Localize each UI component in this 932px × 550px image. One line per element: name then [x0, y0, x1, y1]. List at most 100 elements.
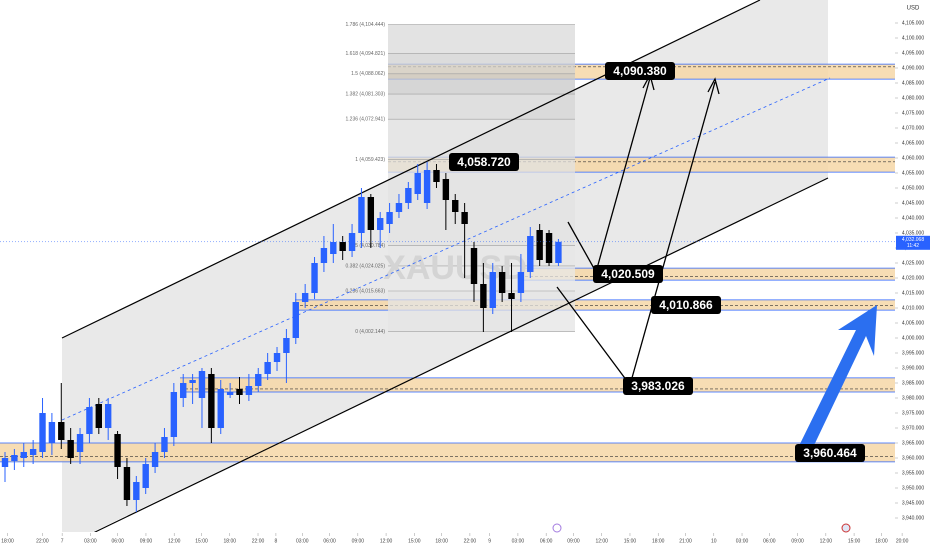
fib-band — [388, 94, 575, 120]
x-tick-label: 06:00 — [111, 538, 124, 544]
y-tick-label: 4,050.000 — [902, 185, 924, 191]
candle-body — [29, 449, 37, 455]
candle-body — [180, 383, 187, 398]
candle-body — [489, 272, 496, 308]
candle-body — [498, 272, 506, 293]
candle-body — [226, 392, 234, 395]
x-tick-label: 18:00 — [652, 538, 665, 544]
zone — [295, 299, 895, 311]
time-axis-bg — [0, 532, 932, 550]
flag-icon[interactable] — [841, 523, 851, 533]
candle-body — [104, 404, 112, 428]
fib-band — [388, 159, 575, 246]
candle-body — [536, 230, 543, 260]
candle-body — [330, 242, 337, 254]
y-tick-label: 4,065.000 — [902, 140, 924, 146]
candle-body — [386, 212, 393, 224]
candle-body — [414, 173, 421, 194]
x-tick-label: 15:00 — [624, 538, 637, 544]
countdown: 11:42 — [907, 243, 919, 249]
callouts: 4,090.380 4,058.720 4,020.509 4,010.866 3,98… — [449, 62, 865, 462]
fib-band — [388, 24, 575, 54]
candle-body — [86, 407, 93, 434]
candle-body — [58, 422, 65, 440]
candle-body — [264, 362, 271, 374]
y-tick-label: 4,095.000 — [902, 50, 924, 56]
x-tick-label: 15:00 — [408, 538, 421, 544]
x-tick-label: 09:00 — [567, 538, 580, 544]
y-tick-label: 3,960.000 — [902, 455, 924, 461]
x-tick-label: 18:00 — [224, 538, 237, 544]
x-tick-label: 20:00 — [896, 538, 909, 544]
x-tick-label: 12:00 — [380, 538, 393, 544]
y-tick-label: 4,060.000 — [902, 155, 924, 161]
channel-lower — [61, 177, 829, 549]
candle-body — [236, 389, 243, 395]
candle-body — [555, 241, 562, 263]
candle-body — [405, 188, 412, 203]
channel-mid — [61, 77, 831, 421]
y-tick-label: 4,100.000 — [902, 35, 924, 41]
price-callout-label: 4,058.720 — [457, 155, 511, 169]
fib-band — [388, 119, 575, 160]
fib-label: 0.382 (4,024.025) — [346, 263, 386, 269]
y-tick-label: 3,975.000 — [902, 410, 924, 416]
y-tick-label: 4,010.000 — [902, 305, 924, 311]
y-tick-label: 3,985.000 — [902, 380, 924, 386]
x-tick-label: 15:00 — [195, 538, 208, 544]
x-tick-label: 06:00 — [540, 538, 553, 544]
zone — [0, 443, 895, 462]
x-tick-label: 7 — [61, 538, 64, 544]
price-callout-label: 3,960.464 — [803, 446, 857, 460]
fib-band — [388, 53, 575, 74]
price-callout — [795, 444, 865, 462]
fib-label: 1.236 (4,072.941) — [346, 117, 386, 123]
x-tick-label: 18:00 — [435, 538, 448, 544]
x-tick-label: 22:00 — [252, 538, 265, 544]
x-tick-label: 22:00 — [464, 538, 477, 544]
candle-body — [189, 380, 196, 383]
x-tick-label: 12:00 — [820, 538, 833, 544]
candle-body — [217, 389, 224, 428]
fib-band — [388, 73, 575, 95]
y-tick-label: 4,005.000 — [902, 320, 924, 326]
fib-label: 1.618 (4,094.821) — [346, 51, 386, 57]
x-tick-label: 03:00 — [736, 538, 749, 544]
y-tick-label: 4,080.000 — [902, 95, 924, 101]
blue-arrow — [796, 305, 877, 458]
y-tick-label: 4,075.000 — [902, 110, 924, 116]
channel-upper — [61, 0, 761, 339]
candle-body — [11, 455, 18, 461]
candle-body — [245, 386, 253, 395]
fib-label: 1.382 (4,081.303) — [346, 91, 386, 97]
x-tick-label: 06:00 — [323, 538, 336, 544]
candle-body — [151, 452, 159, 467]
y-tick-label: 4,025.000 — [902, 260, 924, 266]
candle-body — [67, 440, 74, 458]
y-tick-label: 3,965.000 — [902, 440, 924, 446]
candle-body — [20, 452, 27, 458]
currency: USD — [907, 6, 920, 12]
y-tick-label: 4,045.000 — [902, 200, 924, 206]
candle-body — [508, 293, 515, 299]
candle-body — [358, 197, 365, 233]
candle-body — [114, 434, 121, 467]
candle-body — [48, 422, 56, 443]
candle-body — [527, 236, 534, 272]
x-tick-label: 18:00 — [875, 538, 888, 544]
candle-body — [123, 467, 131, 500]
x-tick-label: 03:00 — [512, 538, 525, 544]
x-tick-label: 09:00 — [791, 538, 804, 544]
candle-body — [423, 170, 431, 203]
event-icon[interactable] — [552, 523, 562, 533]
zone — [520, 268, 895, 281]
candle-body — [283, 338, 290, 353]
x-tick-label: 22:00 — [36, 538, 49, 544]
fib-label: 1.5 (4,088.062) — [351, 71, 385, 77]
fib-label: 1 (4,059.423) — [355, 157, 385, 163]
x-tick-label: 12:00 — [168, 538, 181, 544]
y-tick-label: 4,020.000 — [902, 275, 924, 281]
fib-label: 0 (4,002.144) — [355, 329, 385, 335]
x-tick-label: 15:00 — [848, 538, 861, 544]
